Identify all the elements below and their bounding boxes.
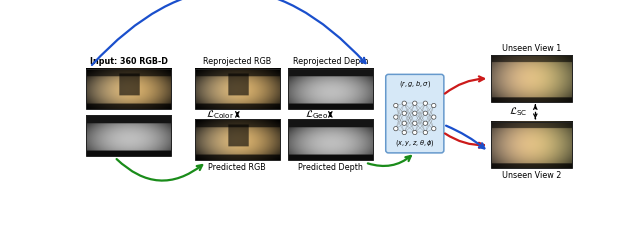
Text: Unseen View 1: Unseen View 1 bbox=[502, 44, 561, 53]
Text: Reprojected RGB: Reprojected RGB bbox=[204, 57, 271, 66]
Circle shape bbox=[413, 121, 417, 125]
Circle shape bbox=[394, 126, 398, 131]
Text: $\mathcal{L}_{\mathrm{SC}}$: $\mathcal{L}_{\mathrm{SC}}$ bbox=[509, 105, 527, 118]
Text: Predicted RGB: Predicted RGB bbox=[209, 163, 266, 172]
Circle shape bbox=[413, 111, 417, 115]
Bar bbox=[288, 119, 373, 160]
Bar bbox=[491, 122, 572, 168]
Circle shape bbox=[423, 130, 428, 135]
Circle shape bbox=[394, 103, 398, 108]
Circle shape bbox=[423, 121, 428, 125]
Text: Input: 360 RGB-D: Input: 360 RGB-D bbox=[90, 57, 168, 66]
Text: Reprojected Depth: Reprojected Depth bbox=[292, 57, 368, 66]
Circle shape bbox=[402, 101, 406, 105]
Text: $\mathcal{L}_{\mathrm{Color}}$: $\mathcal{L}_{\mathrm{Color}}$ bbox=[206, 108, 234, 121]
Text: $(x, y, z, \theta, \phi)$: $(x, y, z, \theta, \phi)$ bbox=[395, 138, 435, 148]
Bar bbox=[195, 119, 280, 160]
Bar bbox=[195, 69, 280, 109]
Circle shape bbox=[402, 121, 406, 125]
Text: Unseen View 2: Unseen View 2 bbox=[502, 171, 561, 180]
Circle shape bbox=[402, 111, 406, 115]
Text: $\mathcal{L}_{\mathrm{Geo}}$: $\mathcal{L}_{\mathrm{Geo}}$ bbox=[305, 108, 328, 121]
Text: $(r, g, b, \sigma)$: $(r, g, b, \sigma)$ bbox=[399, 79, 431, 89]
Text: Predicted Depth: Predicted Depth bbox=[298, 163, 363, 172]
Circle shape bbox=[431, 126, 436, 131]
Circle shape bbox=[402, 130, 406, 135]
Circle shape bbox=[423, 101, 428, 105]
Circle shape bbox=[413, 101, 417, 105]
FancyBboxPatch shape bbox=[386, 74, 444, 153]
Bar bbox=[86, 115, 172, 156]
Bar bbox=[288, 69, 373, 109]
Circle shape bbox=[431, 115, 436, 119]
Circle shape bbox=[431, 103, 436, 108]
Circle shape bbox=[413, 130, 417, 135]
Bar bbox=[86, 69, 172, 109]
Circle shape bbox=[423, 111, 428, 115]
Bar bbox=[491, 56, 572, 102]
Circle shape bbox=[394, 115, 398, 119]
